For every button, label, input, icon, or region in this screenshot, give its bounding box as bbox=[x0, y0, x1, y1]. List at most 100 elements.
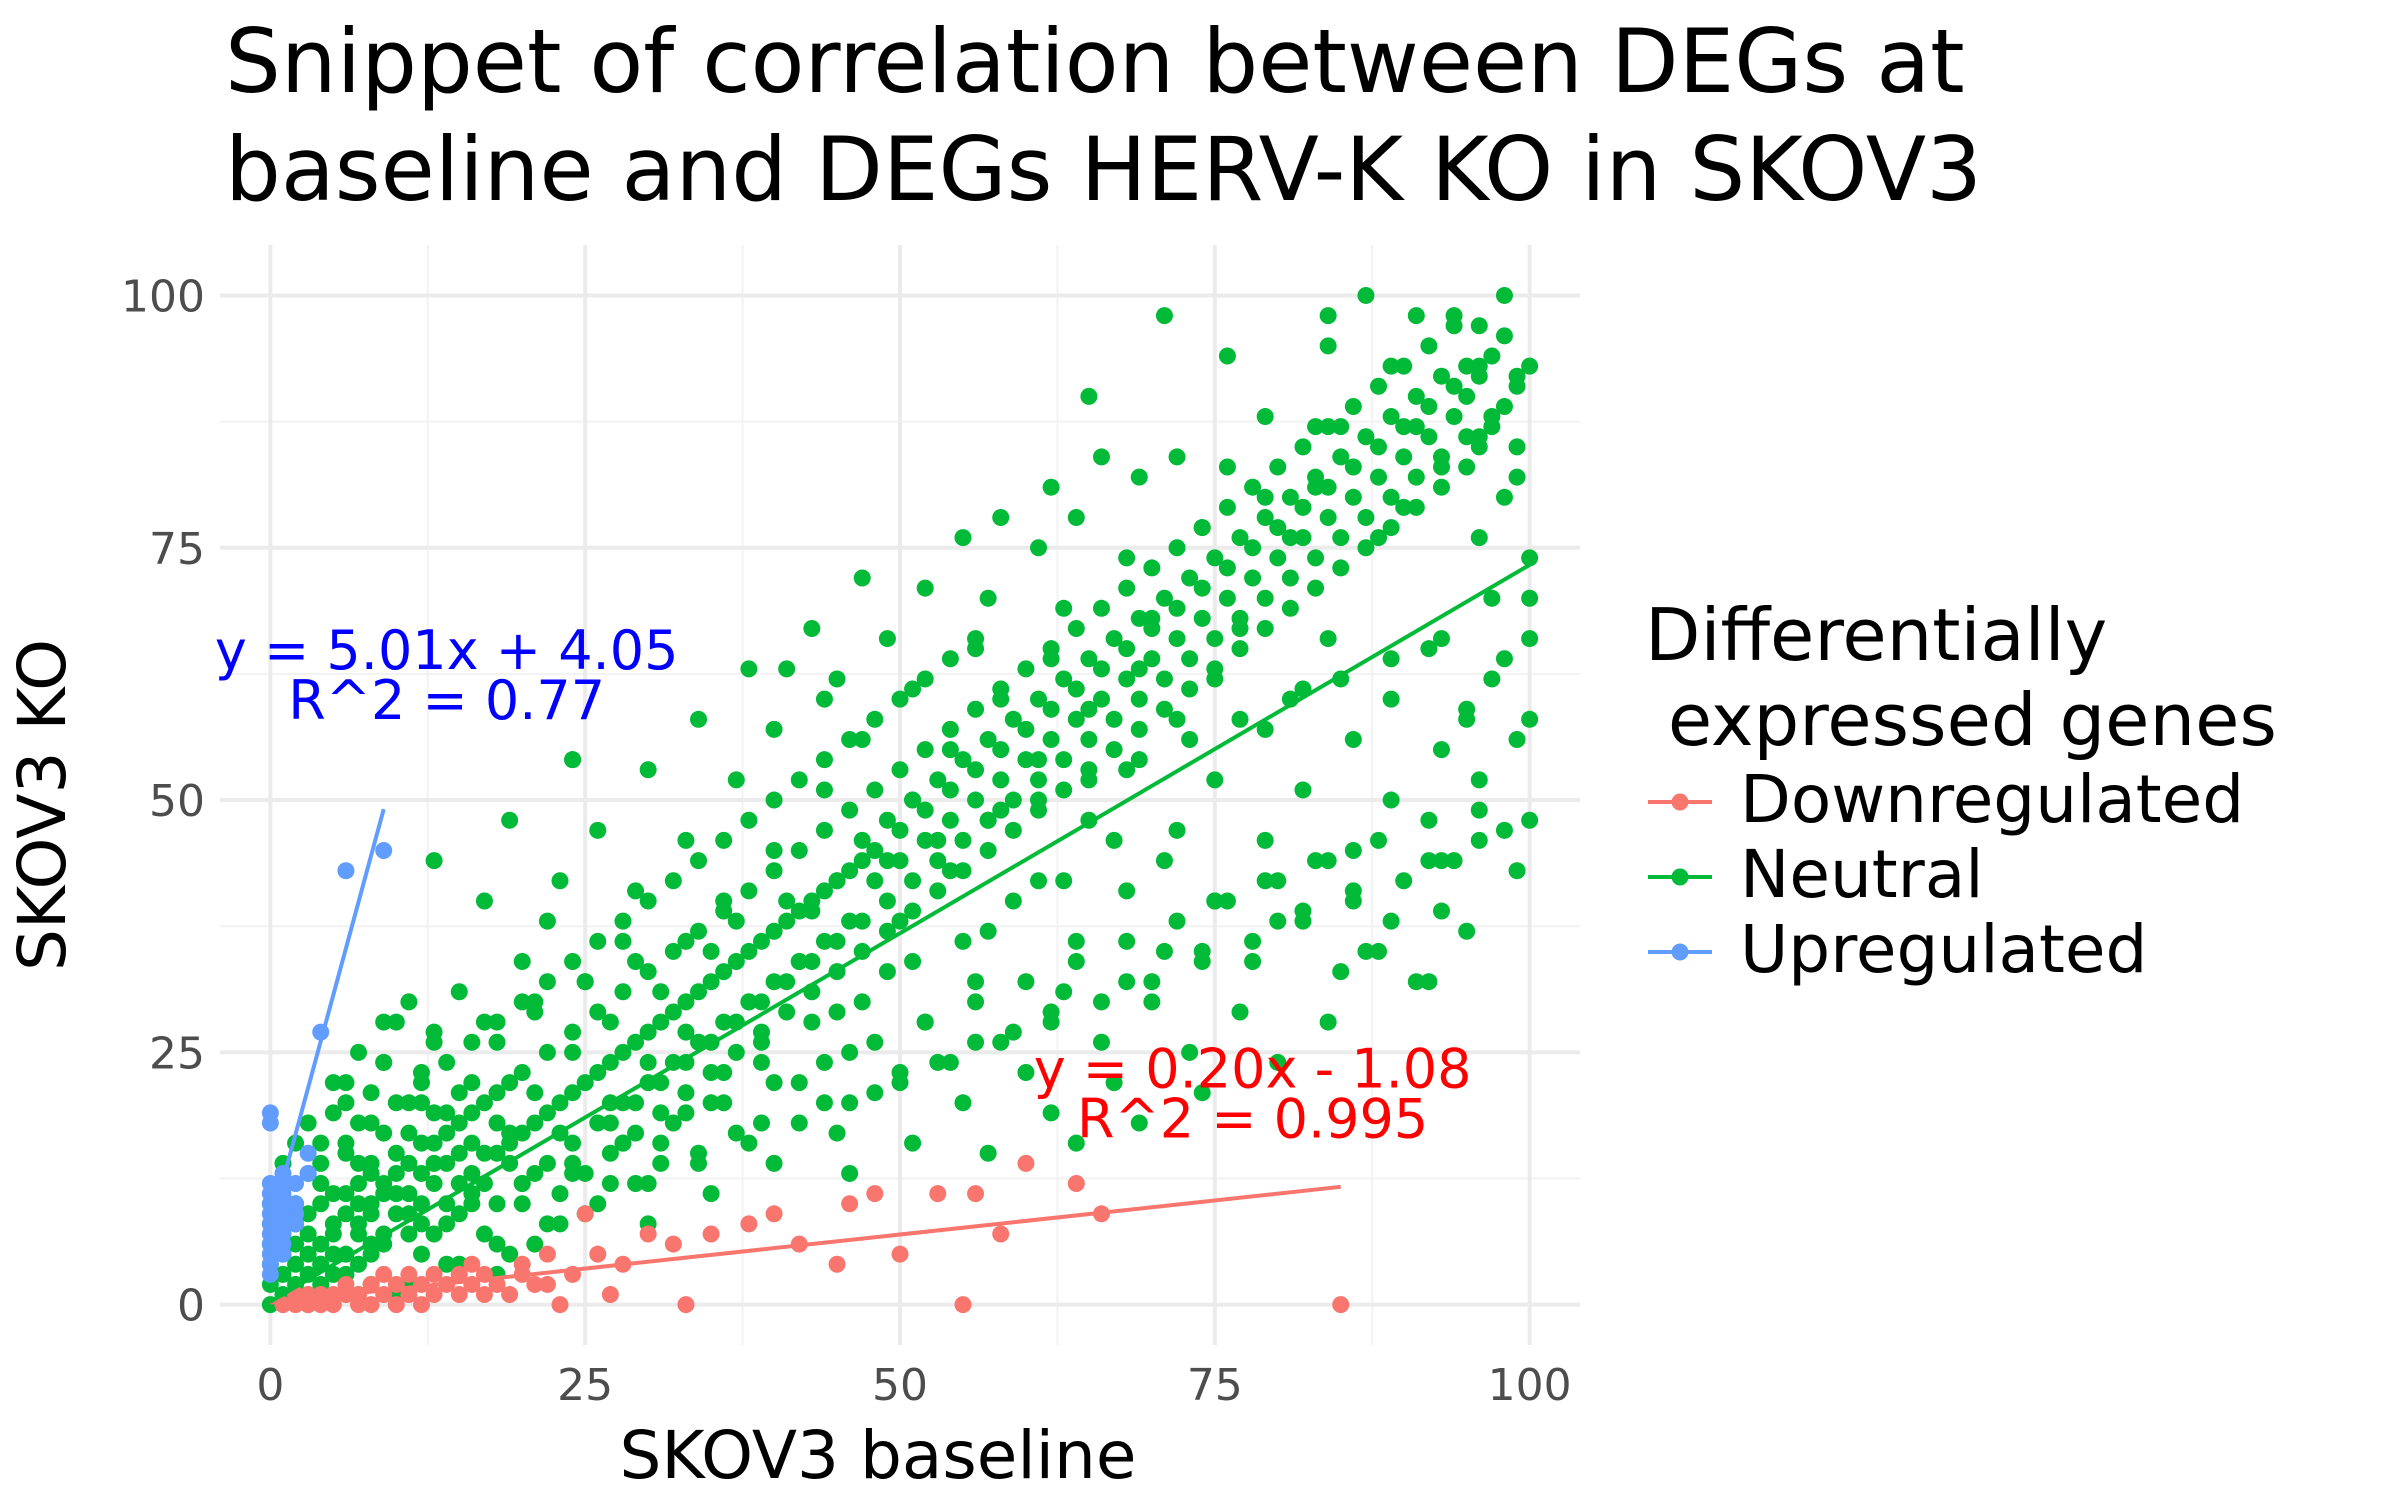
data-point bbox=[1030, 751, 1048, 769]
fit-annotation-line: y = 0.20x - 1.08 bbox=[1034, 1038, 1472, 1101]
data-point bbox=[526, 1084, 544, 1102]
x-axis-title: SKOV3 baseline bbox=[620, 1417, 1137, 1494]
data-point bbox=[1155, 307, 1173, 325]
data-point bbox=[916, 801, 934, 819]
data-point bbox=[513, 953, 531, 971]
data-point bbox=[1143, 993, 1161, 1011]
data-point bbox=[589, 932, 607, 950]
data-point bbox=[1445, 317, 1463, 335]
data-point bbox=[1307, 418, 1325, 436]
data-point bbox=[1332, 963, 1350, 981]
data-point bbox=[513, 1124, 531, 1142]
data-point bbox=[702, 973, 720, 991]
data-point bbox=[954, 1094, 972, 1112]
data-point bbox=[639, 963, 657, 981]
data-point bbox=[891, 821, 909, 839]
legend-key-point bbox=[1671, 793, 1689, 811]
data-point bbox=[589, 1064, 607, 1082]
data-point bbox=[715, 1094, 733, 1112]
data-point bbox=[866, 710, 884, 728]
data-point bbox=[362, 1164, 380, 1182]
data-point bbox=[1105, 630, 1123, 648]
data-point bbox=[463, 1134, 481, 1152]
data-point bbox=[1420, 640, 1438, 658]
data-point bbox=[866, 781, 884, 799]
data-point bbox=[488, 1013, 506, 1031]
data-point bbox=[765, 922, 783, 940]
data-point bbox=[1030, 690, 1048, 708]
data-point bbox=[765, 862, 783, 880]
data-point bbox=[1344, 842, 1362, 860]
data-point bbox=[1432, 741, 1450, 759]
data-point bbox=[1055, 670, 1073, 688]
data-point bbox=[1269, 458, 1287, 476]
data-point bbox=[438, 1053, 456, 1071]
data-point bbox=[576, 1164, 594, 1182]
legend-label: Downregulated bbox=[1740, 761, 2244, 838]
data-point bbox=[1256, 720, 1274, 738]
data-point bbox=[954, 529, 972, 547]
data-point bbox=[1407, 973, 1425, 991]
data-point bbox=[1231, 529, 1249, 547]
data-point bbox=[1445, 408, 1463, 426]
data-point bbox=[639, 1023, 657, 1041]
data-point bbox=[1181, 650, 1199, 668]
data-point bbox=[904, 872, 922, 890]
data-point bbox=[312, 1195, 330, 1213]
data-point bbox=[1370, 468, 1388, 486]
data-point bbox=[1319, 630, 1337, 648]
data-point bbox=[1231, 609, 1249, 627]
data-point bbox=[1130, 609, 1148, 627]
data-point bbox=[526, 993, 544, 1011]
data-point bbox=[815, 1094, 833, 1112]
data-point bbox=[1357, 508, 1375, 526]
data-point bbox=[1130, 468, 1148, 486]
data-point bbox=[1193, 953, 1211, 971]
data-point bbox=[941, 811, 959, 829]
data-point bbox=[589, 1195, 607, 1213]
data-point bbox=[1420, 397, 1438, 415]
y-tick-label: 50 bbox=[149, 776, 205, 827]
data-point bbox=[841, 1164, 859, 1182]
data-point bbox=[690, 922, 708, 940]
data-point bbox=[815, 751, 833, 769]
legend-label: Upregulated bbox=[1740, 911, 2147, 988]
data-point bbox=[954, 932, 972, 950]
data-point bbox=[1206, 771, 1224, 789]
data-point bbox=[438, 1215, 456, 1233]
data-point bbox=[564, 1154, 582, 1172]
data-point bbox=[1370, 529, 1388, 547]
data-point bbox=[639, 1053, 657, 1071]
data-point bbox=[690, 710, 708, 728]
data-point bbox=[1118, 761, 1136, 779]
data-point bbox=[387, 1013, 405, 1031]
data-point bbox=[677, 831, 695, 849]
data-point bbox=[866, 1185, 884, 1203]
data-point bbox=[715, 902, 733, 920]
data-point bbox=[1118, 640, 1136, 658]
data-point bbox=[400, 1286, 418, 1304]
data-point bbox=[1344, 488, 1362, 506]
data-point bbox=[1130, 720, 1148, 738]
data-point bbox=[450, 1265, 468, 1283]
data-point bbox=[1155, 942, 1173, 960]
data-point bbox=[1332, 529, 1350, 547]
data-point bbox=[828, 1124, 846, 1142]
data-point bbox=[878, 922, 896, 940]
data-point bbox=[740, 993, 758, 1011]
data-point bbox=[475, 1094, 493, 1112]
data-point bbox=[1206, 660, 1224, 678]
data-point bbox=[1458, 458, 1476, 476]
data-point bbox=[639, 892, 657, 910]
data-point bbox=[1118, 932, 1136, 950]
data-point bbox=[589, 1114, 607, 1132]
data-point bbox=[727, 771, 745, 789]
chart-title: Snippet of correlation between DEGs at b… bbox=[225, 10, 1993, 221]
data-point bbox=[1155, 852, 1173, 870]
data-point bbox=[1395, 872, 1413, 890]
data-point bbox=[463, 1104, 481, 1122]
data-point bbox=[375, 842, 393, 860]
data-point bbox=[1092, 448, 1110, 466]
data-point bbox=[287, 1235, 305, 1253]
